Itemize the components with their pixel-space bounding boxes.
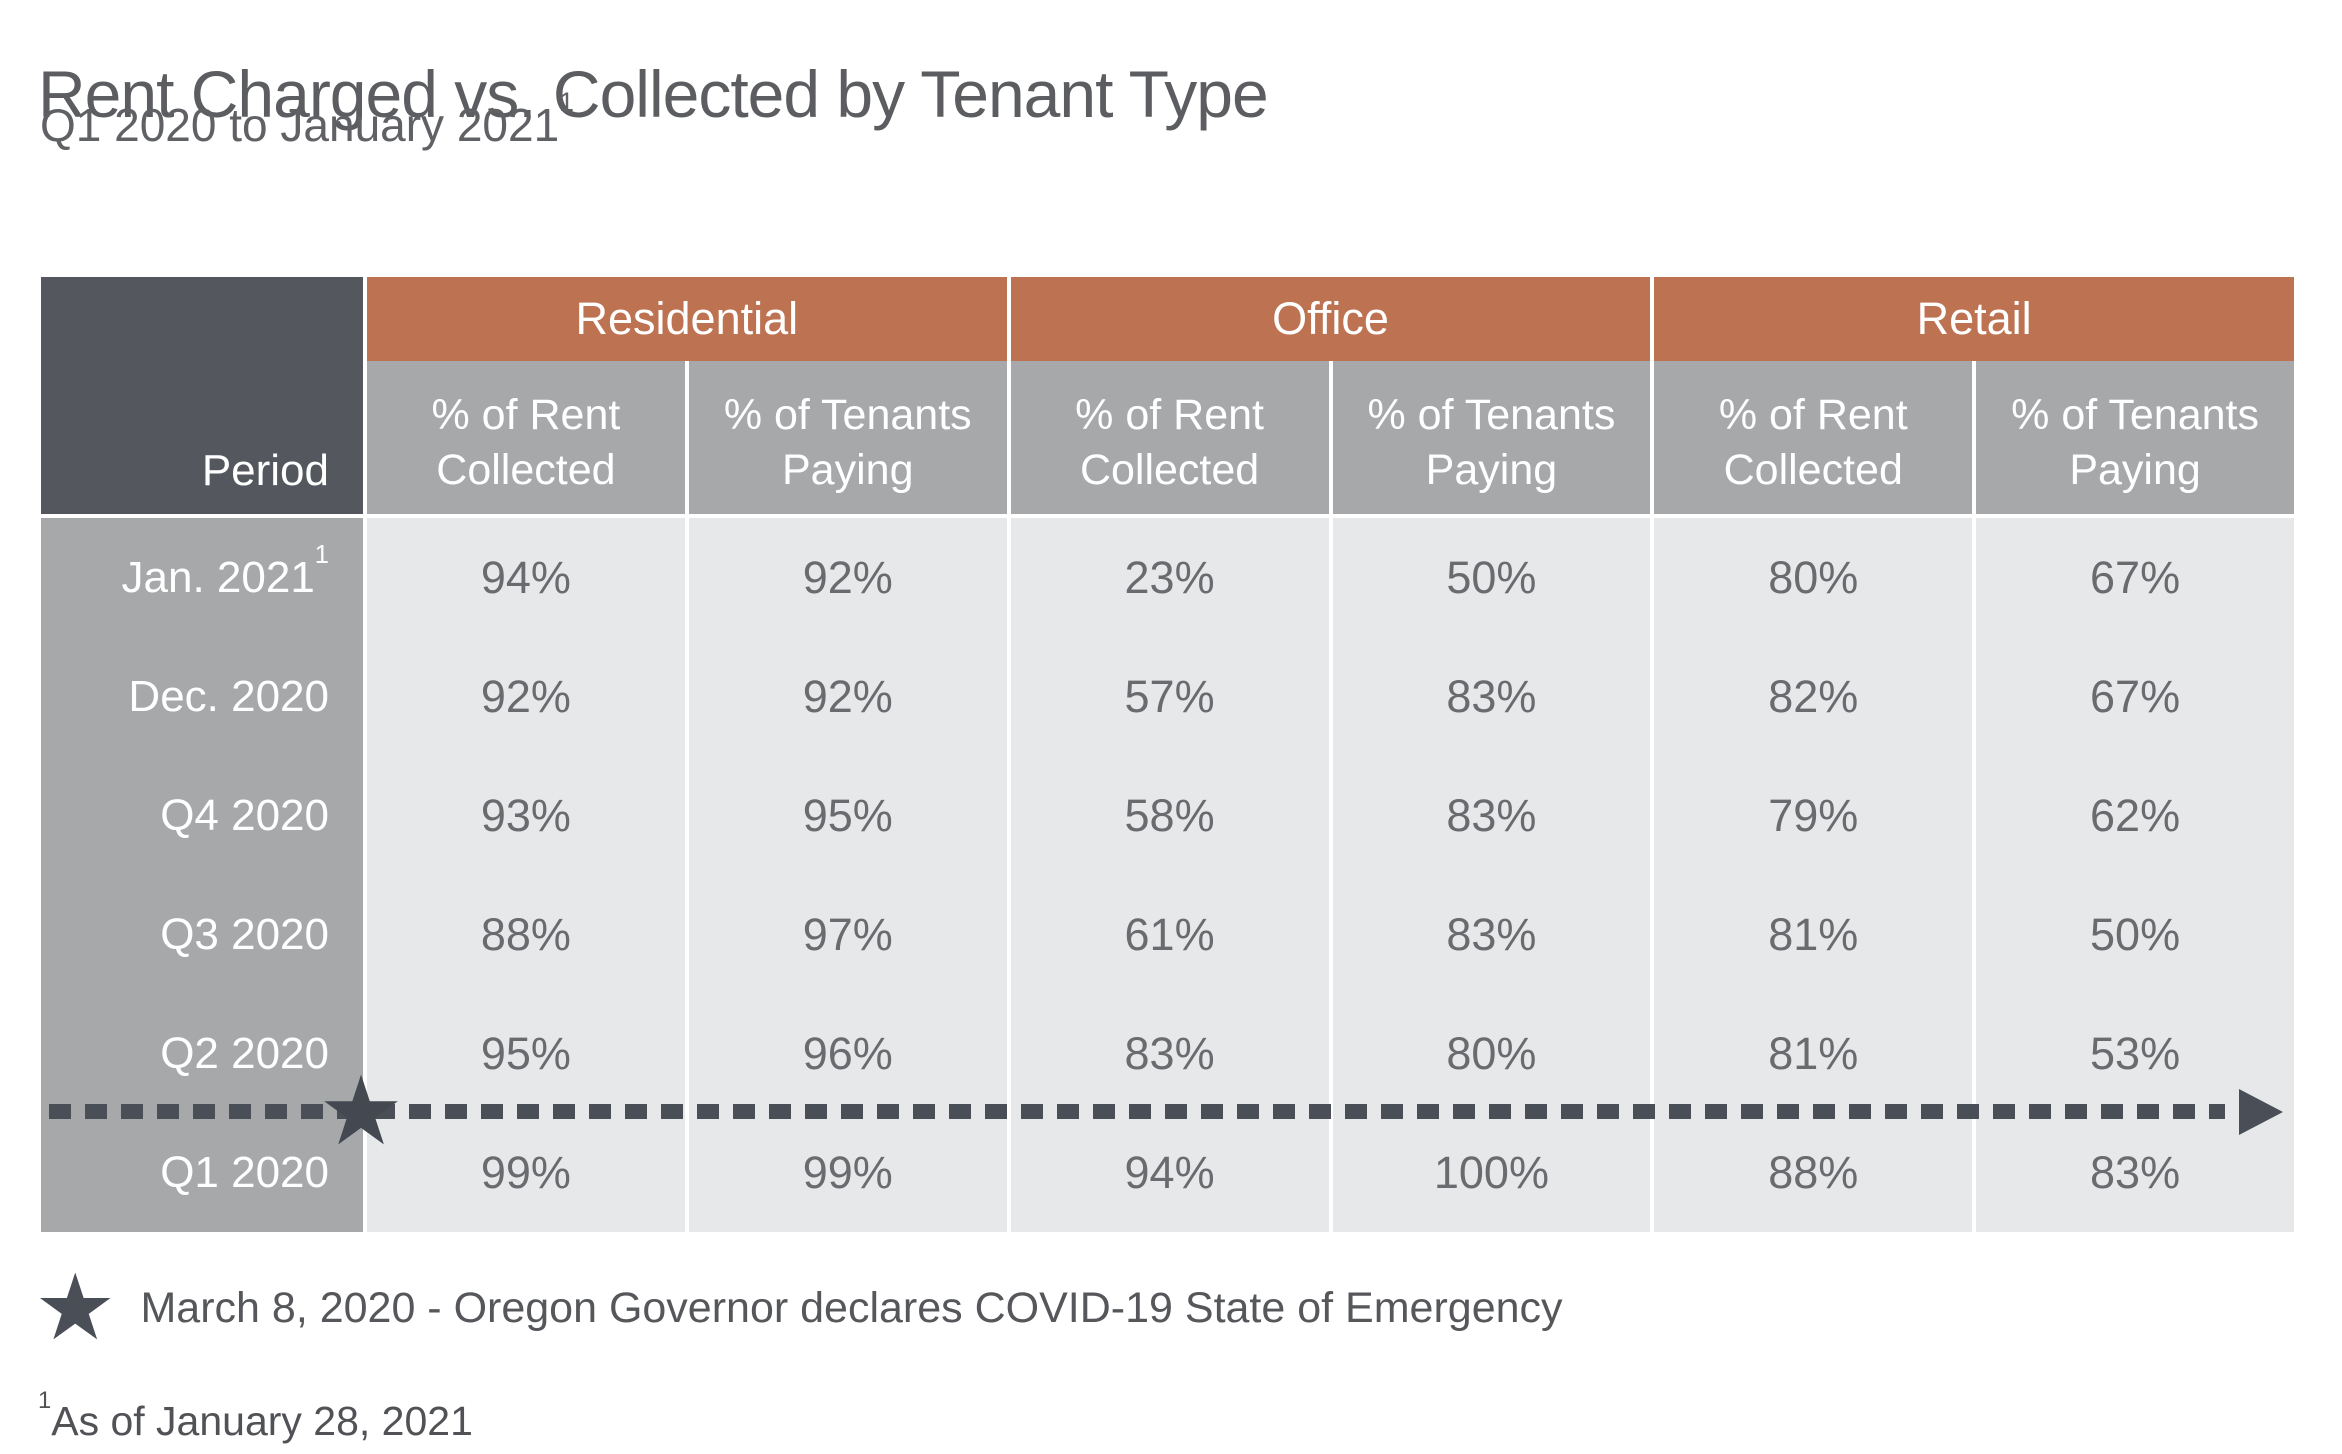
value-cell: 92% bbox=[688, 637, 1007, 756]
value-cell: 82% bbox=[1654, 637, 1973, 756]
footnote: 1As of January 28, 2021 bbox=[38, 1389, 473, 1445]
value-cell: 95% bbox=[688, 756, 1007, 875]
legend-text: March 8, 2020 - Oregon Governor declares… bbox=[140, 1283, 1563, 1332]
subheader-office-rent-collected: % of Rent Collected bbox=[1010, 361, 1329, 518]
star-icon: ★ bbox=[34, 1254, 117, 1361]
value-cell: 88% bbox=[367, 875, 685, 994]
value-cell: 83% bbox=[1332, 756, 1651, 875]
value-cell: 88% bbox=[1654, 1113, 1973, 1232]
subheader-office-tenants-paying: % of Tenants Paying bbox=[1332, 361, 1651, 518]
footnote-text: As of January 28, 2021 bbox=[51, 1398, 473, 1444]
value-cell: 57% bbox=[1010, 637, 1329, 756]
subtitle-superscript: 1 bbox=[559, 87, 575, 118]
value-cell: 81% bbox=[1654, 994, 1973, 1113]
period-label-q4-2020: Q4 2020 bbox=[41, 756, 363, 875]
value-cell: 93% bbox=[367, 756, 685, 875]
period-label-q1-2020: Q1 2020 bbox=[41, 1113, 363, 1232]
period-label-dec-2020: Dec. 2020 bbox=[41, 637, 363, 756]
dashed-timeline bbox=[49, 1104, 2225, 1119]
value-cell: 96% bbox=[688, 994, 1007, 1113]
arrow-right-icon bbox=[2239, 1089, 2283, 1135]
value-cell: 58% bbox=[1010, 756, 1329, 875]
value-cell: 23% bbox=[1010, 518, 1329, 637]
period-label-q2-2020: Q2 2020 bbox=[41, 994, 363, 1113]
period-text: Q4 2020 bbox=[160, 790, 329, 840]
group-header-residential: Residential bbox=[367, 277, 1007, 361]
value-cell: 92% bbox=[688, 518, 1007, 637]
value-cell: 83% bbox=[1332, 875, 1651, 994]
value-cell: 100% bbox=[1332, 1113, 1651, 1232]
value-cell: 67% bbox=[1976, 637, 2294, 756]
period-text: Q1 2020 bbox=[160, 1147, 329, 1197]
value-cell: 61% bbox=[1010, 875, 1329, 994]
timeline-annotation: ★ bbox=[41, 1063, 2294, 1159]
subheader-retail-tenants-paying: % of Tenants Paying bbox=[1976, 361, 2294, 518]
period-column-header: Period bbox=[41, 277, 363, 518]
period-header-label: Period bbox=[201, 446, 329, 495]
value-cell: 62% bbox=[1976, 756, 2294, 875]
value-cell: 50% bbox=[1976, 875, 2294, 994]
period-label-q3-2020: Q3 2020 bbox=[41, 875, 363, 994]
subheader-residential-tenants-paying: % of Tenants Paying bbox=[688, 361, 1007, 518]
page-subtitle: Q1 2020 to January 20211 bbox=[40, 89, 574, 152]
value-cell: 99% bbox=[688, 1113, 1007, 1232]
group-header-office: Office bbox=[1010, 277, 1651, 361]
period-text: Q3 2020 bbox=[160, 909, 329, 959]
subheader-retail-rent-collected: % of Rent Collected bbox=[1654, 361, 1973, 518]
value-cell: 97% bbox=[688, 875, 1007, 994]
value-cell: 67% bbox=[1976, 518, 2294, 637]
footnote-superscript: 1 bbox=[38, 1387, 52, 1415]
value-cell: 79% bbox=[1654, 756, 1973, 875]
subtitle-text: Q1 2020 to January 2021 bbox=[40, 99, 560, 151]
subheader-residential-rent-collected: % of Rent Collected bbox=[367, 361, 685, 518]
value-cell: 83% bbox=[1332, 637, 1651, 756]
value-cell: 81% bbox=[1654, 875, 1973, 994]
period-text: Jan. 2021 bbox=[121, 552, 315, 602]
value-cell: 50% bbox=[1332, 518, 1651, 637]
value-cell: 83% bbox=[1010, 994, 1329, 1113]
value-cell: 94% bbox=[1010, 1113, 1329, 1232]
value-cell: 95% bbox=[367, 994, 685, 1113]
period-text: Q2 2020 bbox=[160, 1028, 329, 1078]
value-cell: 92% bbox=[367, 637, 685, 756]
value-cell: 94% bbox=[367, 518, 685, 637]
period-text: Dec. 2020 bbox=[128, 671, 329, 721]
star-legend: ★ March 8, 2020 - Oregon Governor declar… bbox=[34, 1262, 1563, 1354]
group-header-retail: Retail bbox=[1654, 277, 2294, 361]
value-cell: 99% bbox=[367, 1113, 685, 1232]
period-superscript: 1 bbox=[314, 541, 329, 570]
page-title: Rent Charged vs. Collected by Tenant Typ… bbox=[38, 57, 1269, 132]
period-label-jan-2021: Jan. 20211 bbox=[41, 518, 363, 637]
star-icon: ★ bbox=[318, 1055, 405, 1167]
rent-table: Period Residential Office Retail % of Re… bbox=[41, 277, 2294, 1232]
value-cell: 80% bbox=[1654, 518, 1973, 637]
value-cell: 80% bbox=[1332, 994, 1651, 1113]
